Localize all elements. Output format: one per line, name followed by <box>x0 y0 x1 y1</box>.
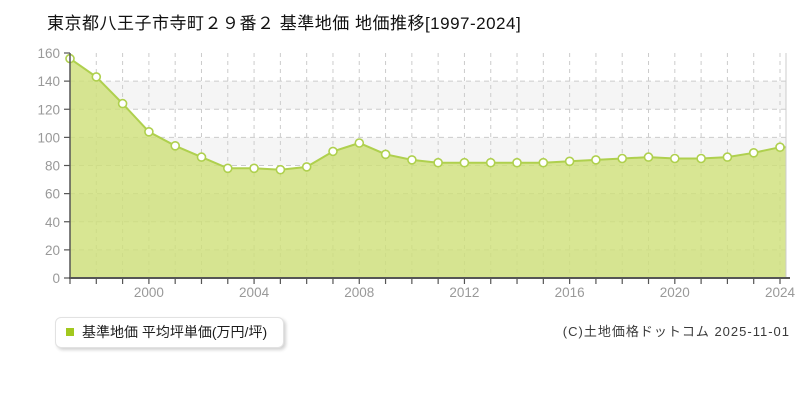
x-axis-label: 2008 <box>344 285 374 300</box>
data-point <box>512 157 522 168</box>
area-series <box>70 58 786 278</box>
data-point <box>117 98 128 109</box>
y-axis-label: 0 <box>52 271 60 286</box>
data-point <box>669 153 680 164</box>
data-point <box>643 152 654 162</box>
data-point <box>380 149 391 160</box>
legend-label: 基準地価 平均坪単価(万円/坪) <box>82 324 268 340</box>
data-point <box>748 148 759 158</box>
plot-band <box>70 53 786 82</box>
x-axis-label: 2004 <box>239 285 270 300</box>
y-axis-label: 20 <box>45 243 60 258</box>
y-axis-label: 60 <box>45 187 60 202</box>
y-axis-label: 120 <box>37 102 60 117</box>
data-point <box>617 153 628 164</box>
data-point <box>328 146 338 157</box>
data-point <box>591 155 601 165</box>
plot-band <box>70 109 786 138</box>
x-axis-label: 2024 <box>765 285 796 300</box>
data-point <box>223 163 233 174</box>
data-point <box>433 157 443 168</box>
data-point <box>354 138 365 148</box>
data-point <box>407 155 417 165</box>
y-axis-label: 100 <box>37 130 60 145</box>
data-point <box>722 152 733 162</box>
data-point <box>275 164 286 175</box>
data-point <box>249 163 259 174</box>
x-axis-label: 2016 <box>555 285 585 300</box>
plot-band <box>70 81 786 110</box>
legend-marker-icon <box>66 328 74 336</box>
data-point <box>538 157 549 168</box>
x-axis-label: 2000 <box>134 285 164 300</box>
data-point <box>696 153 706 164</box>
x-axis-label: 2012 <box>449 285 479 300</box>
copyright-text: (C)土地価格ドットコム 2025-11-01 <box>562 324 790 339</box>
data-point <box>144 127 154 137</box>
y-axis-label: 140 <box>37 74 60 89</box>
x-axis-label: 2020 <box>660 285 690 300</box>
data-point <box>301 162 312 172</box>
data-point <box>485 157 496 168</box>
data-point <box>91 72 102 82</box>
data-point <box>459 157 470 168</box>
y-axis-label: 80 <box>45 159 60 174</box>
data-point <box>196 152 207 162</box>
legend: 基準地価 平均坪単価(万円/坪) <box>55 317 285 348</box>
data-point <box>564 156 575 167</box>
y-axis-label: 40 <box>45 215 60 230</box>
data-point <box>775 142 785 152</box>
data-point <box>170 141 180 151</box>
page-title: 東京都八王子市寺町２９番２ 基準地価 地価推移[1997-2024] <box>47 14 522 33</box>
y-axis-label: 160 <box>37 46 60 61</box>
